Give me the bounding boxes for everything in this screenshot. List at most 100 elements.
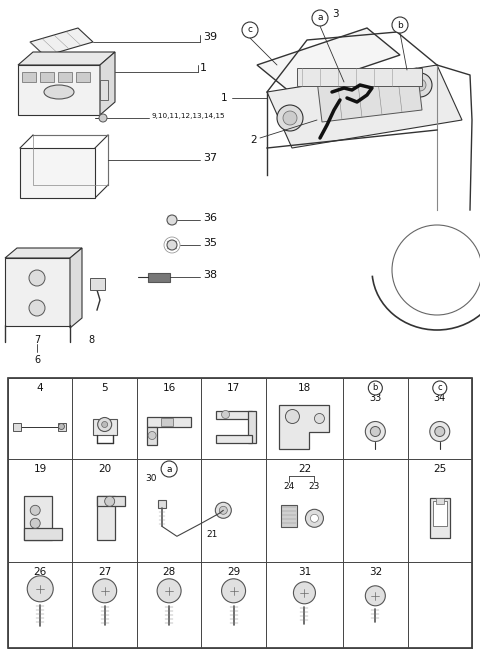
Bar [216, 411, 252, 419]
Bar [297, 68, 422, 86]
Text: 33: 33 [369, 393, 382, 403]
Bar [40, 72, 54, 82]
Circle shape [283, 111, 297, 125]
Circle shape [435, 426, 445, 436]
Bar [430, 498, 450, 538]
Circle shape [99, 114, 107, 122]
Circle shape [59, 424, 64, 430]
Polygon shape [100, 52, 115, 115]
Bar [96, 496, 115, 540]
Text: 18: 18 [298, 383, 311, 393]
Circle shape [219, 506, 228, 514]
Text: 22: 22 [298, 464, 311, 474]
Circle shape [365, 421, 385, 441]
Bar [248, 411, 255, 443]
Circle shape [293, 582, 315, 604]
Text: 34: 34 [433, 393, 446, 403]
Bar [20, 148, 95, 198]
Bar [147, 426, 157, 445]
Text: 27: 27 [98, 566, 111, 577]
Circle shape [222, 579, 246, 603]
Text: 38: 38 [203, 270, 217, 280]
Text: 4: 4 [37, 383, 44, 393]
Ellipse shape [44, 85, 74, 99]
Circle shape [93, 579, 117, 603]
Circle shape [222, 411, 229, 419]
Text: 32: 32 [369, 566, 382, 577]
Circle shape [433, 381, 447, 395]
Bar [216, 434, 252, 443]
Bar [436, 498, 444, 504]
Text: 3: 3 [332, 9, 338, 19]
Text: c: c [437, 383, 442, 392]
Text: 2: 2 [250, 135, 257, 145]
Circle shape [161, 461, 177, 477]
Bar [24, 528, 62, 540]
Circle shape [29, 300, 45, 316]
Circle shape [311, 514, 318, 523]
Bar [18, 65, 100, 115]
Circle shape [157, 579, 181, 603]
Text: 5: 5 [101, 383, 108, 393]
Polygon shape [30, 28, 93, 56]
Text: 21: 21 [206, 530, 218, 540]
Text: b: b [397, 20, 403, 29]
Circle shape [286, 409, 300, 424]
Bar [8, 378, 472, 648]
Text: 24: 24 [284, 482, 295, 491]
Circle shape [365, 586, 385, 606]
Circle shape [314, 413, 324, 424]
Circle shape [105, 496, 115, 506]
Bar [58, 72, 72, 82]
Circle shape [368, 381, 383, 395]
Text: 20: 20 [98, 464, 111, 474]
Text: 25: 25 [433, 464, 446, 474]
Text: 31: 31 [298, 566, 311, 577]
Circle shape [148, 432, 156, 439]
Circle shape [414, 79, 426, 91]
Circle shape [430, 421, 450, 441]
Bar [100, 80, 108, 100]
Bar [147, 417, 191, 426]
Circle shape [392, 17, 408, 33]
Polygon shape [18, 52, 115, 65]
Text: 23: 23 [309, 482, 320, 491]
Text: 16: 16 [163, 383, 176, 393]
Text: 26: 26 [34, 566, 47, 577]
Text: 28: 28 [163, 566, 176, 577]
Polygon shape [257, 28, 400, 92]
Text: 8: 8 [88, 335, 94, 345]
Circle shape [312, 10, 328, 26]
Text: 1: 1 [220, 93, 227, 103]
Circle shape [30, 506, 40, 515]
Bar [59, 422, 66, 430]
Circle shape [27, 576, 53, 602]
Bar [96, 496, 125, 506]
Circle shape [97, 417, 112, 432]
Polygon shape [70, 248, 82, 328]
Text: 17: 17 [227, 383, 240, 393]
Circle shape [408, 73, 432, 97]
Text: a: a [167, 464, 172, 473]
Bar [161, 417, 173, 426]
Circle shape [277, 105, 303, 131]
Text: 36: 36 [203, 213, 217, 223]
Bar [433, 502, 447, 526]
Circle shape [167, 240, 177, 250]
Polygon shape [279, 405, 329, 449]
Bar [76, 72, 90, 82]
Bar [22, 72, 36, 82]
Circle shape [242, 22, 258, 38]
Text: 9,10,11,12,13,14,15: 9,10,11,12,13,14,15 [151, 113, 225, 119]
Text: c: c [248, 26, 252, 35]
Text: 7: 7 [34, 335, 40, 345]
Circle shape [29, 270, 45, 286]
Circle shape [102, 421, 108, 428]
Polygon shape [267, 65, 462, 148]
Bar [5, 258, 70, 326]
Bar [90, 278, 105, 290]
Text: 30: 30 [145, 474, 156, 483]
Bar [93, 419, 117, 434]
Polygon shape [5, 248, 82, 258]
Text: a: a [317, 14, 323, 22]
